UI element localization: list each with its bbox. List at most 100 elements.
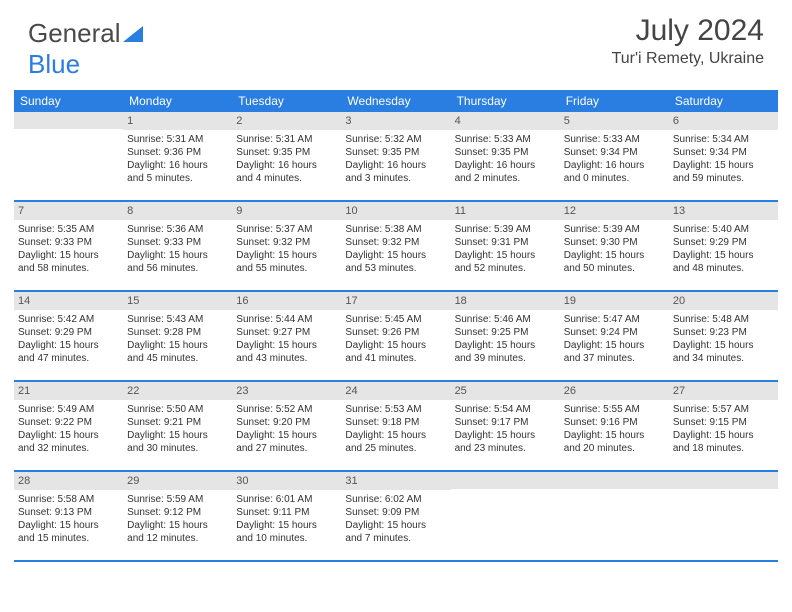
logo-text-1: General [28, 18, 121, 48]
day-info-line: Daylight: 15 hours [236, 429, 337, 442]
day-info-line: Daylight: 15 hours [455, 429, 556, 442]
day-info-line: and 39 minutes. [455, 352, 556, 365]
calendar-week-row: 7Sunrise: 5:35 AMSunset: 9:33 PMDaylight… [14, 202, 778, 292]
day-info-line: Sunset: 9:21 PM [127, 416, 228, 429]
day-info-line: Sunrise: 5:57 AM [673, 403, 774, 416]
calendar-day-cell: 3Sunrise: 5:32 AMSunset: 9:35 PMDaylight… [341, 112, 450, 200]
day-info-line: and 52 minutes. [455, 262, 556, 275]
day-info-line: Sunset: 9:11 PM [236, 506, 337, 519]
calendar-day-cell: 26Sunrise: 5:55 AMSunset: 9:16 PMDayligh… [560, 382, 669, 470]
day-number [451, 472, 560, 489]
day-number: 21 [14, 382, 123, 400]
day-info-line: and 53 minutes. [345, 262, 446, 275]
day-info-line: and 34 minutes. [673, 352, 774, 365]
day-info-line: Sunrise: 5:31 AM [236, 133, 337, 146]
calendar-day-cell [560, 472, 669, 560]
day-info-line: Sunset: 9:33 PM [18, 236, 119, 249]
day-info-line: Sunrise: 5:43 AM [127, 313, 228, 326]
calendar-day-cell: 2Sunrise: 5:31 AMSunset: 9:35 PMDaylight… [232, 112, 341, 200]
day-info-line: Sunset: 9:36 PM [127, 146, 228, 159]
calendar-day-cell: 22Sunrise: 5:50 AMSunset: 9:21 PMDayligh… [123, 382, 232, 470]
day-info-line: and 48 minutes. [673, 262, 774, 275]
day-info-line: Daylight: 15 hours [673, 249, 774, 262]
day-info-line: Daylight: 16 hours [127, 159, 228, 172]
weekday-header-cell: Wednesday [341, 90, 450, 112]
day-info-line: Sunrise: 5:37 AM [236, 223, 337, 236]
calendar-day-cell: 4Sunrise: 5:33 AMSunset: 9:35 PMDaylight… [451, 112, 560, 200]
day-info-line: Sunset: 9:25 PM [455, 326, 556, 339]
day-info-line: Sunrise: 5:55 AM [564, 403, 665, 416]
day-info-line: and 45 minutes. [127, 352, 228, 365]
day-info-line: Daylight: 16 hours [455, 159, 556, 172]
day-info-line: Sunrise: 5:42 AM [18, 313, 119, 326]
day-number: 30 [232, 472, 341, 490]
day-info-line: Sunset: 9:32 PM [345, 236, 446, 249]
weekday-header-cell: Tuesday [232, 90, 341, 112]
day-info-line: and 18 minutes. [673, 442, 774, 455]
day-info-line: Daylight: 15 hours [564, 249, 665, 262]
day-info-line: Sunset: 9:22 PM [18, 416, 119, 429]
day-info-line: and 2 minutes. [455, 172, 556, 185]
day-info-line: Daylight: 15 hours [18, 429, 119, 442]
day-info-line: Sunset: 9:28 PM [127, 326, 228, 339]
day-info-line: Sunrise: 5:47 AM [564, 313, 665, 326]
day-info-line: Daylight: 15 hours [127, 339, 228, 352]
day-info-line: and 30 minutes. [127, 442, 228, 455]
day-info-line: Sunset: 9:29 PM [673, 236, 774, 249]
day-number: 1 [123, 112, 232, 130]
calendar-day-cell: 11Sunrise: 5:39 AMSunset: 9:31 PMDayligh… [451, 202, 560, 290]
day-info-line: and 37 minutes. [564, 352, 665, 365]
calendar-week-row: 14Sunrise: 5:42 AMSunset: 9:29 PMDayligh… [14, 292, 778, 382]
day-info-line: Daylight: 15 hours [345, 249, 446, 262]
day-info-line: Sunset: 9:33 PM [127, 236, 228, 249]
calendar-day-cell: 14Sunrise: 5:42 AMSunset: 9:29 PMDayligh… [14, 292, 123, 380]
day-info-line: and 27 minutes. [236, 442, 337, 455]
day-info-line: Daylight: 15 hours [673, 159, 774, 172]
day-info-line: Daylight: 16 hours [345, 159, 446, 172]
day-info-line: Sunset: 9:30 PM [564, 236, 665, 249]
day-info-line: Daylight: 15 hours [127, 249, 228, 262]
day-number: 11 [451, 202, 560, 220]
day-info-line: Sunrise: 5:33 AM [564, 133, 665, 146]
day-info-line: Sunrise: 5:34 AM [673, 133, 774, 146]
day-info-line: Sunrise: 5:50 AM [127, 403, 228, 416]
day-info-line: and 58 minutes. [18, 262, 119, 275]
day-info-line: Daylight: 15 hours [236, 249, 337, 262]
day-info-line: Daylight: 15 hours [345, 339, 446, 352]
day-info-line: Sunrise: 5:39 AM [564, 223, 665, 236]
day-number: 27 [669, 382, 778, 400]
calendar-day-cell: 18Sunrise: 5:46 AMSunset: 9:25 PMDayligh… [451, 292, 560, 380]
day-number: 26 [560, 382, 669, 400]
day-info-line: Daylight: 15 hours [564, 339, 665, 352]
day-info-line: and 0 minutes. [564, 172, 665, 185]
day-info-line: Sunset: 9:17 PM [455, 416, 556, 429]
day-info-line: and 50 minutes. [564, 262, 665, 275]
day-info-line: Sunrise: 5:35 AM [18, 223, 119, 236]
day-info-line: Sunset: 9:23 PM [673, 326, 774, 339]
day-info-line: Daylight: 16 hours [564, 159, 665, 172]
day-number: 18 [451, 292, 560, 310]
calendar-day-cell: 6Sunrise: 5:34 AMSunset: 9:34 PMDaylight… [669, 112, 778, 200]
day-info-line: Daylight: 15 hours [345, 429, 446, 442]
calendar-day-cell: 28Sunrise: 5:58 AMSunset: 9:13 PMDayligh… [14, 472, 123, 560]
day-info-line: Sunrise: 5:33 AM [455, 133, 556, 146]
day-number: 25 [451, 382, 560, 400]
day-info-line: Sunrise: 5:40 AM [673, 223, 774, 236]
day-info-line: and 23 minutes. [455, 442, 556, 455]
day-info-line: Sunrise: 5:36 AM [127, 223, 228, 236]
day-number: 5 [560, 112, 669, 130]
day-info-line: Daylight: 15 hours [673, 429, 774, 442]
calendar-day-cell: 25Sunrise: 5:54 AMSunset: 9:17 PMDayligh… [451, 382, 560, 470]
calendar-day-cell: 30Sunrise: 6:01 AMSunset: 9:11 PMDayligh… [232, 472, 341, 560]
weekday-header-cell: Thursday [451, 90, 560, 112]
day-info-line: Daylight: 15 hours [673, 339, 774, 352]
logo-text-2: Blue [28, 49, 80, 79]
calendar-week-row: 1Sunrise: 5:31 AMSunset: 9:36 PMDaylight… [14, 112, 778, 202]
weekday-header-cell: Monday [123, 90, 232, 112]
day-number: 22 [123, 382, 232, 400]
calendar-day-cell: 8Sunrise: 5:36 AMSunset: 9:33 PMDaylight… [123, 202, 232, 290]
day-info-line: Sunrise: 5:49 AM [18, 403, 119, 416]
calendar-day-cell: 20Sunrise: 5:48 AMSunset: 9:23 PMDayligh… [669, 292, 778, 380]
day-info-line: Sunrise: 5:46 AM [455, 313, 556, 326]
day-number: 14 [14, 292, 123, 310]
